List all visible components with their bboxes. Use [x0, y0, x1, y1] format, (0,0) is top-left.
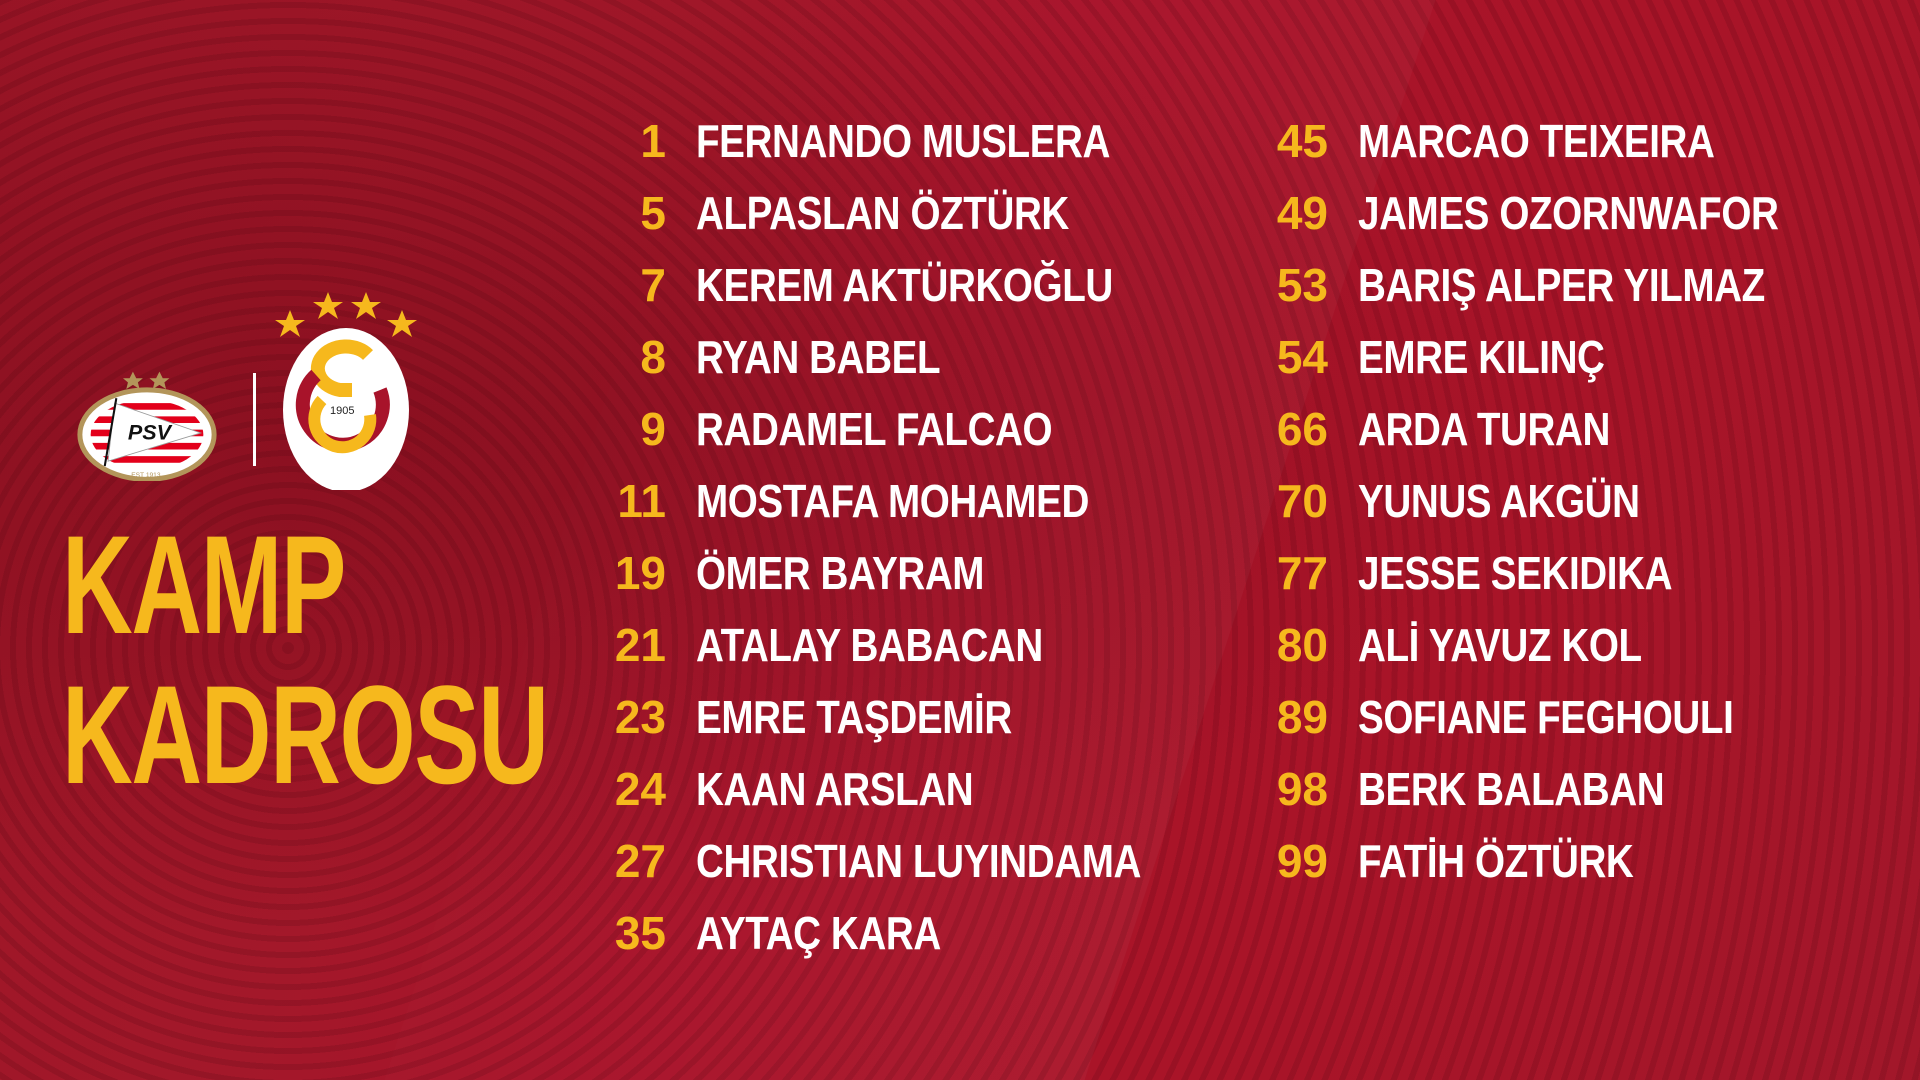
psv-logo-text: PSV: [128, 421, 173, 445]
player-name: AYTAÇ KARA: [696, 907, 941, 959]
player-number: 11: [617, 475, 666, 527]
player-number: 70: [1276, 475, 1328, 527]
player-name: EMRE TAŞDEMİR: [696, 691, 1012, 743]
player-number: 21: [614, 619, 666, 671]
player-name: FERNANDO MUSLERA: [696, 115, 1111, 167]
player-number: 77: [1276, 547, 1328, 599]
player-name: SOFIANE FEGHOULI: [1358, 691, 1734, 743]
player-number: 89: [1276, 691, 1328, 743]
squad-list-right: 45 MARCAO TEIXEIRA 49 JAMES OZORNWAFOR 53 BAR…: [1258, 105, 1859, 897]
player-name: FATİH ÖZTÜRK: [1358, 835, 1634, 887]
player-name: JAMES OZORNWAFOR: [1358, 187, 1779, 239]
player-row: 9 RADAMEL FALCAO: [596, 393, 1226, 465]
player-row: 66 ARDA TURAN: [1258, 393, 1859, 465]
player-name: YUNUS AKGÜN: [1358, 475, 1640, 527]
player-number: 35: [614, 907, 666, 959]
player-row: 70 YUNUS AKGÜN: [1258, 465, 1859, 537]
player-number: 8: [640, 331, 666, 383]
player-row: 54 EMRE KILINÇ: [1258, 321, 1859, 393]
player-row: 80 ALİ YAVUZ KOL: [1258, 609, 1859, 681]
player-number: 23: [614, 691, 666, 743]
player-number: 24: [614, 763, 666, 815]
player-number: 1: [640, 115, 666, 167]
psv-logo: PSV EST 1913: [77, 371, 217, 481]
player-row: 99 FATİH ÖZTÜRK: [1258, 825, 1859, 897]
player-row: 7 KEREM AKTÜRKOĞLU: [596, 249, 1226, 321]
title-line-1: KAMP: [62, 506, 346, 663]
player-row: 8 RYAN BABEL: [596, 321, 1226, 393]
galatasaray-logo: 1905: [275, 292, 417, 490]
player-name: ÖMER BAYRAM: [696, 547, 985, 599]
title-line-2: KADROSU: [62, 656, 549, 813]
player-number: 66: [1276, 403, 1328, 455]
player-name: ARDA TURAN: [1358, 403, 1610, 455]
player-name: BARIŞ ALPER YILMAZ: [1358, 259, 1765, 311]
squad-list-left: 1 FERNANDO MUSLERA 5 ALPASLAN ÖZTÜRK 7 KEREM …: [596, 105, 1226, 969]
player-number: 98: [1276, 763, 1328, 815]
player-name: RYAN BABEL: [696, 331, 941, 383]
player-number: 9: [640, 403, 666, 455]
player-number: 19: [614, 547, 666, 599]
player-row: 98 BERK BALABAN: [1258, 753, 1859, 825]
player-row: 21 ATALAY BABACAN: [596, 609, 1226, 681]
psv-est-text: EST 1913: [131, 472, 161, 479]
gs-year-text: 1905: [330, 405, 354, 417]
player-number: 5: [640, 187, 666, 239]
player-number: 80: [1276, 619, 1328, 671]
player-number: 54: [1276, 331, 1328, 383]
player-name: KAAN ARSLAN: [696, 763, 974, 815]
player-number: 53: [1276, 259, 1328, 311]
player-name: EMRE KILINÇ: [1358, 331, 1605, 383]
player-row: 5 ALPASLAN ÖZTÜRK: [596, 177, 1226, 249]
player-name: ATALAY BABACAN: [696, 619, 1043, 671]
player-row: 24 KAAN ARSLAN: [596, 753, 1226, 825]
player-row: 45 MARCAO TEIXEIRA: [1258, 105, 1859, 177]
player-row: 1 FERNANDO MUSLERA: [596, 105, 1226, 177]
player-number: 45: [1276, 115, 1328, 167]
player-row: 77 JESSE SEKIDIKA: [1258, 537, 1859, 609]
player-number: 99: [1276, 835, 1328, 887]
player-row: 19 ÖMER BAYRAM: [596, 537, 1226, 609]
logo-divider: [253, 373, 256, 466]
player-row: 49 JAMES OZORNWAFOR: [1258, 177, 1859, 249]
player-name: ALPASLAN ÖZTÜRK: [696, 187, 1069, 239]
player-row: 53 BARIŞ ALPER YILMAZ: [1258, 249, 1859, 321]
player-number: 27: [614, 835, 666, 887]
player-name: ALİ YAVUZ KOL: [1358, 619, 1642, 671]
player-name: BERK BALABAN: [1358, 763, 1665, 815]
player-name: MARCAO TEIXEIRA: [1358, 115, 1715, 167]
player-name: MOSTAFA MOHAMED: [696, 475, 1089, 527]
player-name: KEREM AKTÜRKOĞLU: [696, 259, 1113, 311]
player-row: 23 EMRE TAŞDEMİR: [596, 681, 1226, 753]
player-name: RADAMEL FALCAO: [696, 403, 1053, 455]
player-name: CHRISTIAN LUYINDAMA: [696, 835, 1141, 887]
player-number: 7: [640, 259, 666, 311]
player-number: 49: [1276, 187, 1328, 239]
player-row: 35 AYTAÇ KARA: [596, 897, 1226, 969]
player-row: 89 SOFIANE FEGHOULI: [1258, 681, 1859, 753]
player-row: 27 CHRISTIAN LUYINDAMA: [596, 825, 1226, 897]
player-name: JESSE SEKIDIKA: [1358, 547, 1673, 599]
player-row: 11 MOSTAFA MOHAMED: [596, 465, 1226, 537]
